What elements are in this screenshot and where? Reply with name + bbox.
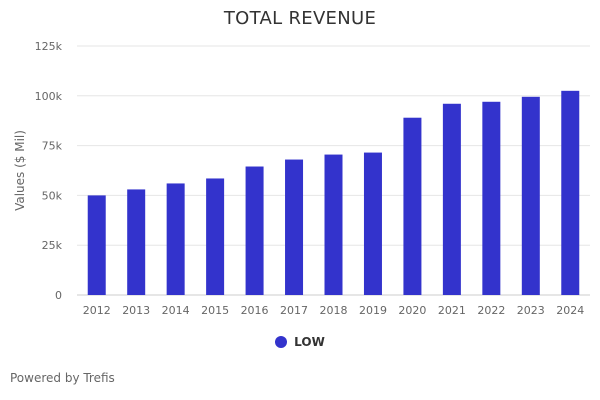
bar-2014[interactable] (166, 183, 185, 295)
x-tick-label: 2021 (438, 304, 466, 317)
y-axis-label: Values ($ Mil) (13, 130, 27, 211)
legend-label: LOW (294, 335, 325, 349)
bar-2013[interactable] (127, 189, 146, 295)
bar-2023[interactable] (521, 96, 540, 296)
credits-link[interactable]: Powered by Trefis (10, 371, 115, 385)
x-tick-label: 2016 (241, 304, 269, 317)
x-tick-label: 2014 (162, 304, 190, 317)
bar-2016[interactable] (245, 166, 264, 295)
x-tick-label: 2015 (201, 304, 229, 317)
y-tick-label: 50k (42, 189, 63, 202)
bar-2015[interactable] (206, 178, 225, 295)
y-tick-label: 0 (55, 289, 62, 302)
x-tick-label: 2013 (122, 304, 150, 317)
x-tick-label: 2019 (359, 304, 387, 317)
x-tick-label: 2022 (477, 304, 505, 317)
y-tick-label: 75k (42, 140, 63, 153)
bar-2018[interactable] (324, 154, 343, 295)
y-tick-label: 125k (35, 40, 63, 53)
x-tick-label: 2023 (517, 304, 545, 317)
bar-chart: 0 25k 50k 75k 100k 125k Values ($ Mil) 2012 2013… (13, 40, 590, 317)
chart-title: TOTAL REVENUE (223, 8, 377, 29)
bar-2012[interactable] (87, 195, 106, 295)
bar-2020[interactable] (403, 117, 422, 295)
bar-2021[interactable] (442, 103, 461, 295)
legend-item-low[interactable]: LOW (275, 335, 325, 349)
y-tick-label: 100k (35, 90, 63, 103)
y-tick-label: 25k (42, 239, 63, 252)
bar-2024[interactable] (561, 90, 580, 295)
x-tick-label: 2020 (398, 304, 426, 317)
x-tick-label: 2018 (320, 304, 348, 317)
x-tick-label: 2012 (83, 304, 111, 317)
bar-2017[interactable] (285, 159, 304, 295)
legend-marker-icon (275, 336, 288, 348)
bar-2019[interactable] (363, 152, 382, 295)
legend: LOW (0, 335, 600, 351)
x-tick-label: 2024 (556, 304, 584, 317)
bar-2022[interactable] (482, 101, 501, 295)
x-tick-label: 2017 (280, 304, 308, 317)
